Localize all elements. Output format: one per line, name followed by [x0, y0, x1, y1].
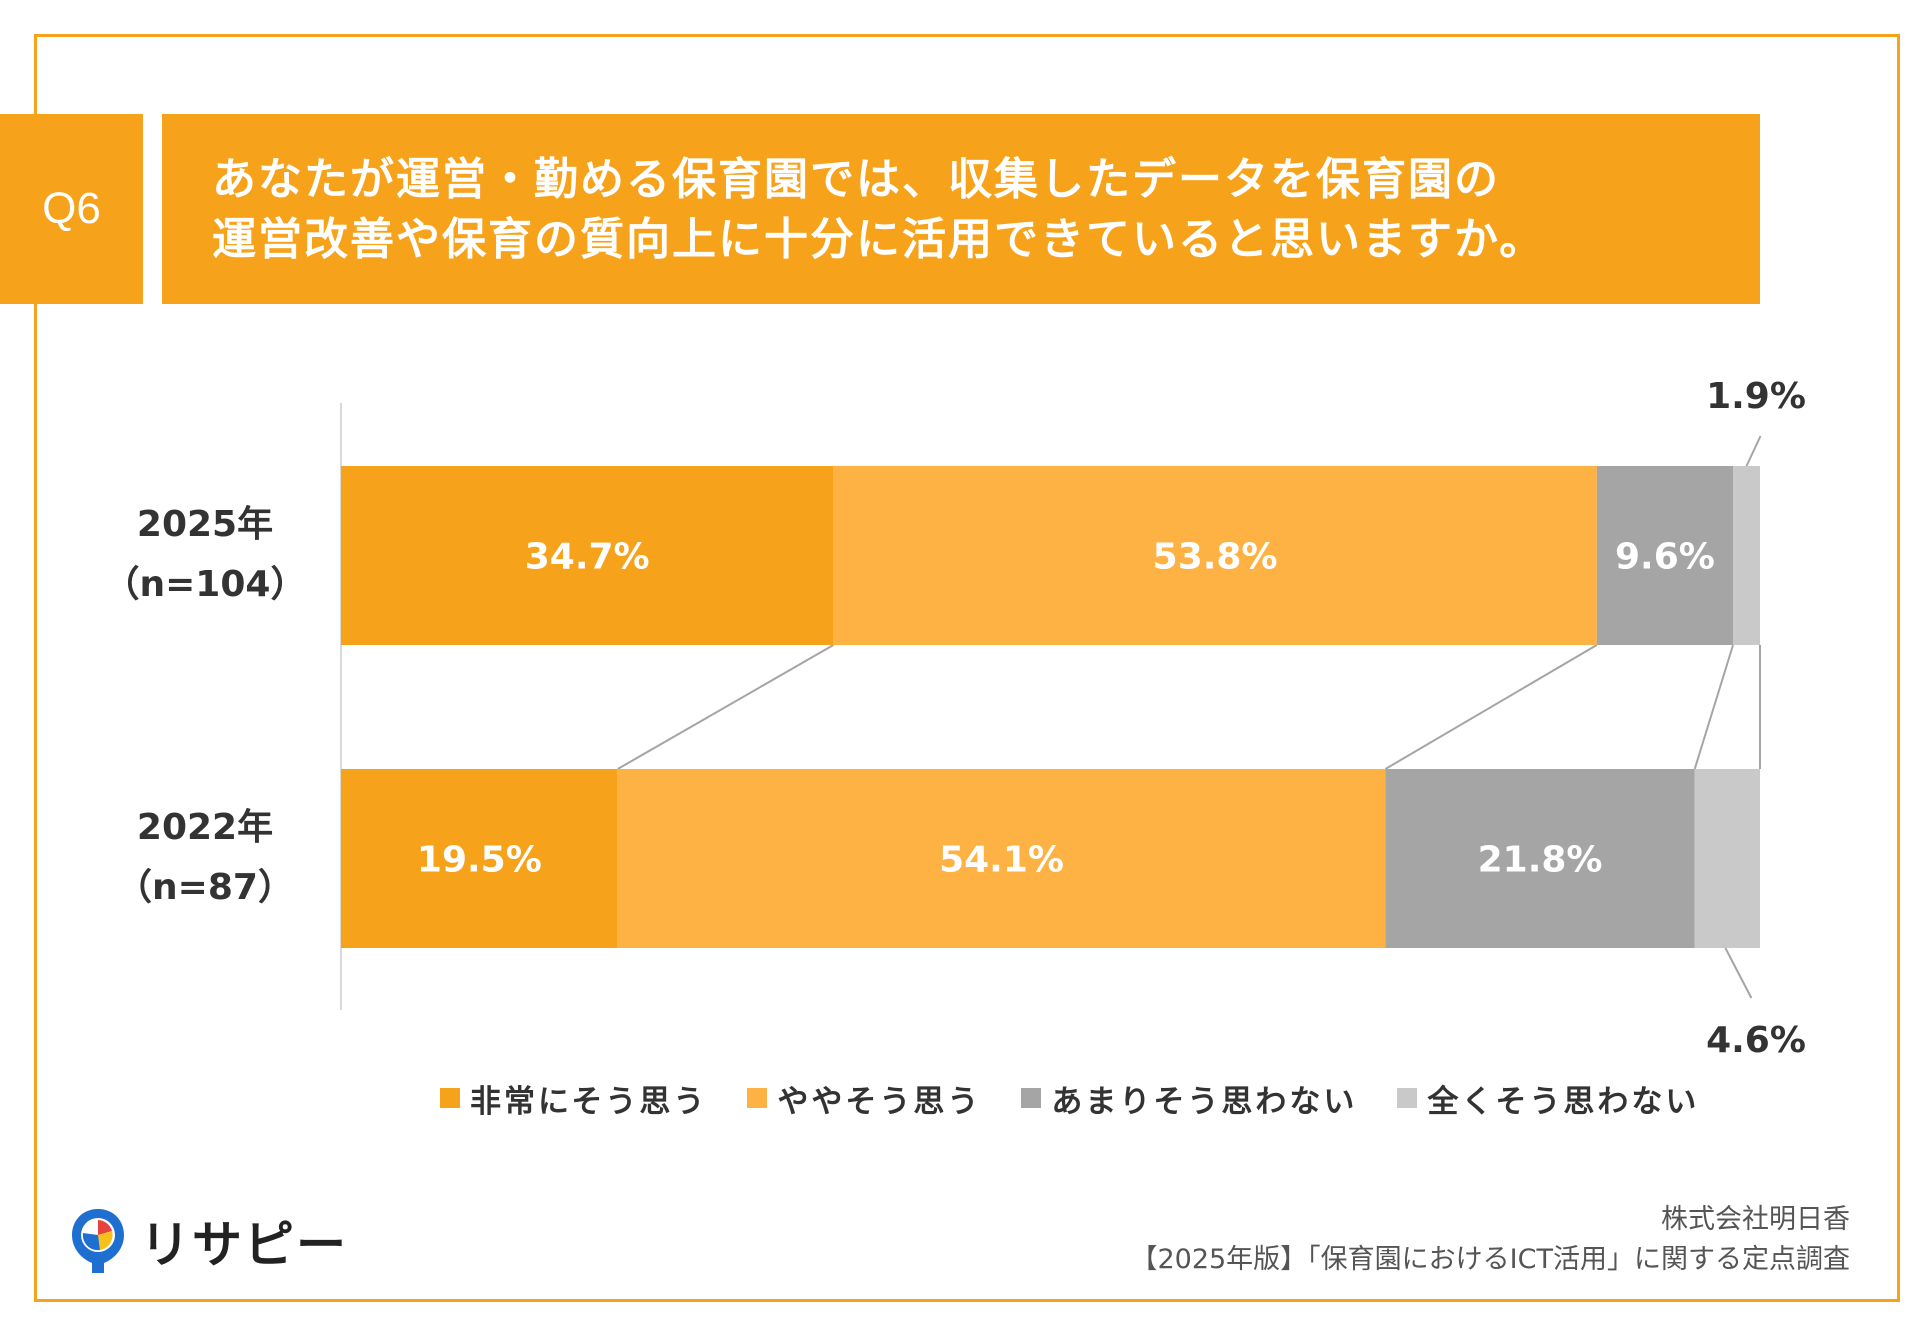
bar-segment [1733, 466, 1760, 645]
bar-segment [1596, 466, 1734, 645]
data-label: 4.6% [1706, 1020, 1806, 1061]
question-title-line-1: あなたが運営・勤める保育園では、収集したデータを保育園の [212, 154, 1500, 205]
connector-line [1384, 644, 1598, 770]
footer: 株式会社明日香 【2025年版】「保育園におけるICT活用」に関する定点調査 [1130, 1200, 1850, 1280]
question-title: あなたが運営・勤める保育園では、収集したデータを保育園の 運営改善や保育の質向上… [162, 114, 1760, 304]
legend-swatch [747, 1088, 768, 1108]
bar-segment [833, 466, 1597, 645]
data-label: 19.5% [417, 840, 542, 881]
question-number: Q6 [42, 184, 101, 233]
category-label: 2022年 [137, 807, 273, 848]
bar-segment [341, 466, 834, 645]
data-label: 54.1% [939, 840, 1064, 881]
legend-swatch [1021, 1088, 1042, 1108]
risapi-logo: リサピー [70, 1206, 348, 1276]
bar-segment [1694, 769, 1760, 948]
legend-label: ややそう思う [777, 1083, 982, 1120]
legend-swatch [440, 1088, 460, 1108]
legend-item: ややそう思う [747, 1076, 981, 1121]
data-label: 9.6% [1615, 537, 1715, 578]
data-label: 1.9% [1706, 376, 1806, 417]
question-title-line-2: 運営改善や保育の質向上に十分に活用できていると思いますか。 [212, 214, 1546, 265]
bar-segment [341, 769, 618, 948]
connector-line [1693, 644, 1734, 770]
logo-text: リサピー [140, 1216, 348, 1274]
question-number-badge: Q6 [0, 114, 143, 304]
legend-label: 全くそう思わない [1427, 1083, 1700, 1120]
legend-item: あまりそう思わない [1021, 1076, 1357, 1121]
callout-line [1724, 947, 1753, 999]
connector-line [617, 644, 834, 770]
data-label: 34.7% [525, 537, 650, 578]
bar-segment [617, 769, 1386, 948]
legend-label: 非常にそう思う [470, 1083, 708, 1120]
chart-legend: 非常にそう思う ややそう思う あまりそう思わない 全くそう思わない [440, 1076, 1699, 1120]
legend-label: あまりそう思わない [1051, 1083, 1358, 1120]
pin-logo-icon [72, 1209, 124, 1273]
callout-line [1745, 435, 1762, 467]
category-sublabel: （n=87） [116, 867, 294, 908]
category-sublabel: （n=104） [104, 564, 307, 605]
legend-swatch [1397, 1088, 1418, 1108]
footer-survey-title: 【2025年版】「保育園におけるICT活用」に関する定点調査 [1130, 1244, 1850, 1275]
data-label: 53.8% [1153, 537, 1278, 578]
chart-frame [34, 34, 1900, 1302]
data-label: 21.8% [1478, 840, 1603, 881]
legend-item: 非常にそう思う [440, 1076, 707, 1121]
footer-company: 株式会社明日香 [1661, 1204, 1850, 1235]
bar-segment [1385, 769, 1695, 948]
category-label: 2025年 [137, 504, 273, 545]
legend-item: 全くそう思わない [1397, 1076, 1699, 1121]
